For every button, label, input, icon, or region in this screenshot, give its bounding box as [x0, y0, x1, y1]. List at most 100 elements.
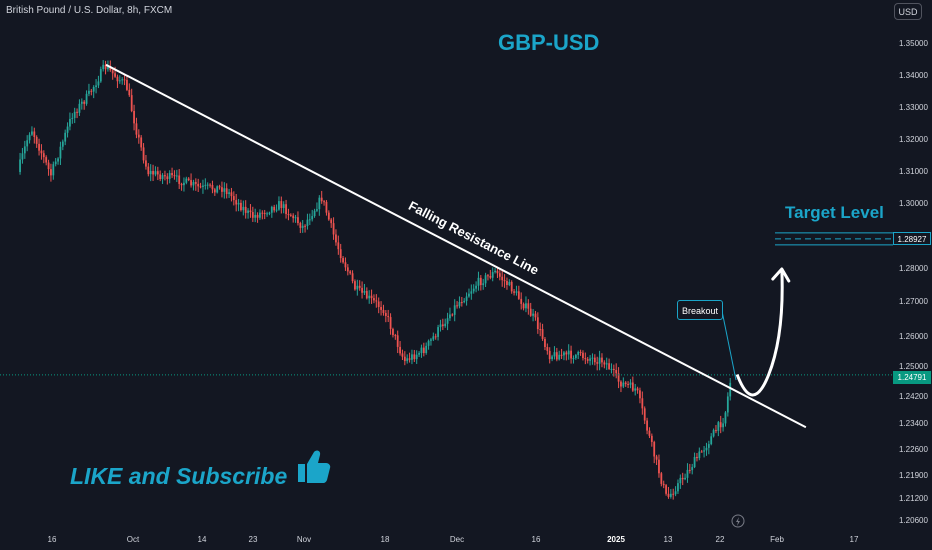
candle-body [78, 103, 81, 113]
candle-body [624, 382, 627, 385]
candle-body [180, 183, 183, 186]
candle-body [688, 469, 691, 471]
candle-body [712, 430, 715, 437]
candle-body [197, 183, 200, 187]
candle-body [33, 131, 36, 138]
candle-body [240, 202, 242, 211]
candle-body [292, 215, 295, 219]
thumbs-up-icon [298, 450, 331, 483]
price-tick-label: 1.34000 [899, 71, 928, 80]
candle-body [456, 305, 458, 307]
candle-body [57, 158, 59, 162]
candle-body [26, 140, 29, 147]
candle-body [268, 212, 271, 214]
candle-body [463, 300, 466, 303]
candle-body [605, 363, 608, 365]
candle-body [565, 352, 568, 355]
candle-body [686, 469, 689, 478]
candle-body [555, 352, 558, 360]
candle-body [662, 483, 665, 486]
projection-arrow [735, 268, 784, 397]
candle-body [332, 223, 335, 235]
candle-body [373, 298, 375, 301]
candle-body [45, 157, 48, 163]
candle-body [21, 153, 24, 160]
price-tick-label: 1.33000 [899, 103, 928, 112]
candle-body [515, 291, 518, 293]
candle-body [691, 467, 694, 471]
candle-body [479, 277, 482, 286]
candle-body [650, 435, 653, 442]
candle-body [85, 93, 88, 104]
chart-annotation-title: GBP-USD [498, 30, 600, 55]
candle-body [577, 351, 580, 355]
candle-body [415, 354, 418, 360]
candle-body [380, 306, 382, 310]
candle-body [52, 164, 55, 176]
candle-body [610, 368, 613, 370]
candle-body [28, 134, 31, 141]
candle-body [137, 134, 140, 138]
time-tick-label: 14 [197, 535, 207, 544]
candle-body [534, 313, 537, 318]
candle-body [259, 212, 261, 218]
candle-body [551, 356, 553, 360]
candle-body [297, 217, 299, 224]
candle-body [446, 318, 449, 324]
candle-body [126, 79, 128, 90]
like-subscribe-text: LIKE and Subscribe [70, 463, 288, 489]
candle-body [655, 456, 658, 460]
candle-body [406, 358, 409, 362]
candle-body [567, 350, 570, 355]
candle-body [684, 477, 686, 480]
time-tick-label: 16 [47, 535, 57, 544]
candle-body [344, 262, 347, 268]
candle-body [61, 141, 64, 147]
candle-body [223, 188, 226, 192]
candle-body [384, 312, 387, 316]
candle-body [95, 85, 97, 88]
candle-body [318, 197, 321, 210]
candle-body [154, 171, 157, 175]
candle-body [66, 126, 69, 133]
symbol-title[interactable]: British Pound / U.S. Dollar, 8h, FXCM [6, 5, 173, 16]
candle-body [620, 381, 622, 387]
candle-body [194, 182, 197, 184]
candle-body [346, 267, 349, 272]
candle-body [641, 398, 644, 409]
candle-body [700, 451, 703, 453]
candle-body [389, 317, 392, 329]
lightning-icon[interactable] [731, 514, 745, 528]
candle-body [327, 212, 330, 220]
candle-body [230, 192, 233, 197]
candle-body [665, 485, 667, 494]
candle-body [475, 285, 477, 289]
candle-body [396, 335, 399, 347]
candle-body [190, 180, 192, 186]
candle-body [199, 186, 202, 188]
candle-body [69, 118, 71, 127]
time-tick-label: 2025 [607, 535, 625, 544]
candle-body [444, 323, 447, 327]
candle-body [648, 430, 651, 436]
candle-body [308, 219, 311, 221]
candle-body [275, 209, 278, 211]
candle-body [256, 214, 259, 218]
currency-button[interactable]: USD [894, 3, 922, 20]
candle-body [40, 150, 43, 154]
candle-body [159, 174, 162, 180]
candle-body [349, 271, 352, 274]
candle-body [636, 388, 639, 391]
candle-body [589, 358, 591, 361]
candle-body [211, 185, 214, 190]
candle-body [164, 175, 166, 177]
candle-body [484, 275, 487, 284]
breakout-pointer [721, 310, 737, 381]
candle-body [128, 89, 131, 96]
candle-body [161, 175, 164, 180]
candle-body [102, 64, 105, 70]
candle-body [660, 473, 663, 484]
candle-body [681, 477, 684, 480]
candle-body [667, 493, 670, 497]
